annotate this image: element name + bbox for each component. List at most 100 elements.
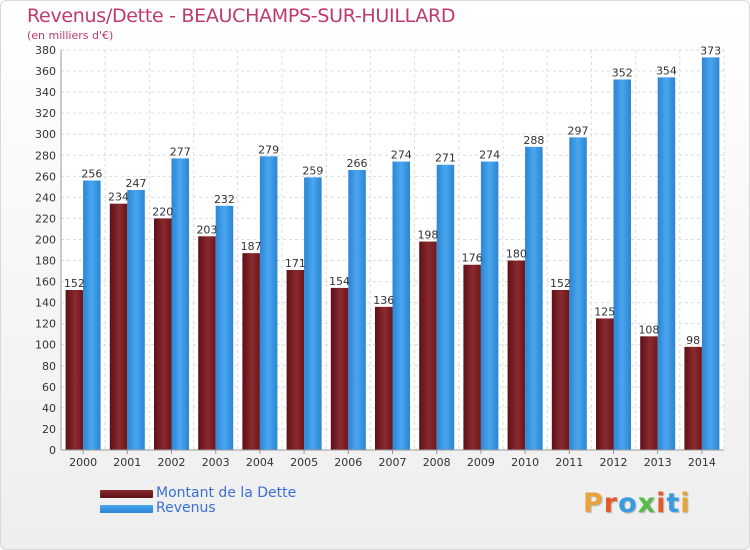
bar-dette [154,218,172,450]
x-tick-label: 2007 [379,456,407,469]
data-label-revenus: 247 [126,177,147,190]
data-label-dette: 171 [285,257,306,270]
data-label-dette: 108 [638,323,659,336]
y-tick-label: 140 [35,297,56,310]
logo-letter: o [618,488,638,519]
y-tick-label: 320 [35,107,56,120]
data-label-revenus: 279 [258,143,279,156]
data-label-revenus: 352 [612,66,633,79]
data-label-dette: 154 [329,275,350,288]
logo-letter: t [666,488,681,519]
y-tick-label: 0 [49,444,56,457]
legend-label-revenus: Revenus [156,500,216,516]
proxiti-logo: Proxiti [583,488,691,519]
data-label-revenus: 288 [523,134,544,147]
bar-revenus [304,177,322,451]
bar-revenus [348,170,366,450]
bar-revenus [657,77,676,451]
x-tick-label: 2000 [69,456,97,469]
data-label-dette: 187 [241,240,262,253]
bar-dette [286,270,305,450]
data-label-dette: 234 [108,191,129,204]
x-tick-label: 2003 [202,456,230,469]
x-tick-label: 2001 [113,456,141,469]
bar-revenus [701,57,720,451]
axis-layer: 0 20 40 60 80 100 120 140 160 180 200 220 240 260 280 3… [35,44,724,469]
bar-revenus [392,161,410,450]
bar-dette [242,253,260,450]
logo-letter: x [637,488,657,519]
y-tick-label: 360 [35,65,56,78]
bar-revenus [613,79,631,450]
bar-revenus [215,205,234,450]
data-label-dette: 220 [152,205,173,218]
y-tick-label: 240 [35,191,56,204]
bar-dette [507,260,526,450]
logo-letter: i [656,488,667,519]
y-tick-label: 300 [35,128,56,141]
x-tick-label: 2014 [688,456,716,469]
data-label-revenus: 274 [479,149,500,162]
x-tick-label: 2010 [511,456,539,469]
bar-dette [419,241,437,450]
bar-revenus [480,161,499,450]
data-label-revenus: 259 [302,164,323,177]
data-label-revenus: 373 [700,44,721,57]
data-label-dette: 152 [550,277,571,290]
y-tick-label: 220 [35,212,56,225]
data-label-revenus: 354 [656,64,677,77]
logo-letter: i [680,488,691,519]
legend-swatch-revenus [100,505,153,513]
x-tick-label: 2006 [334,456,362,469]
x-tick-label: 2009 [467,456,495,469]
x-tick-label: 2005 [290,456,318,469]
data-label-dette: 152 [64,277,85,290]
data-label-dette: 125 [594,305,615,318]
bar-dette [330,287,349,450]
x-tick-label: 2004 [246,456,274,469]
y-tick-label: 100 [35,339,56,352]
y-tick-label: 80 [42,360,56,373]
y-tick-label: 200 [35,233,56,246]
bar-revenus [525,146,543,450]
data-label-dette: 198 [417,229,438,242]
data-label-revenus: 271 [435,152,456,165]
bar-dette [109,203,128,450]
y-tick-label: 180 [35,255,56,268]
data-label-revenus: 297 [568,124,589,137]
data-label-dette: 203 [196,223,217,236]
x-tick-label: 2011 [555,456,583,469]
bar-revenus [436,164,455,450]
x-tick-label: 2002 [158,456,186,469]
x-tick-label: 2008 [423,456,451,469]
data-label-revenus: 274 [391,149,412,162]
data-label-revenus: 232 [214,193,235,206]
y-tick-label: 260 [35,170,56,183]
bar-revenus [171,158,189,450]
chart-title: Revenus/Dette - BEAUCHAMPS-SUR-HUILLARD [27,5,456,27]
y-tick-label: 60 [42,381,56,394]
logo-letter: r [603,488,619,519]
bar-revenus [259,156,278,450]
x-tick-label: 2012 [600,456,628,469]
bar-dette [596,318,614,450]
data-label-dette: 98 [686,334,700,347]
data-label-dette: 180 [506,248,527,261]
logo-letter: P [583,488,604,519]
bars-layer [65,57,720,451]
bar-revenus [569,137,587,451]
chart-subtitle: (en milliers d'€) [27,29,114,42]
bar-dette [551,290,570,450]
legend-swatch-dette [100,490,153,498]
bar-dette [640,336,658,450]
data-label-revenus: 266 [347,157,368,170]
data-label-dette: 136 [373,294,394,307]
y-tick-label: 20 [42,423,56,436]
bar-dette [684,346,702,450]
bar-revenus [127,190,145,450]
data-label-revenus: 256 [81,168,102,181]
y-tick-label: 40 [42,402,56,415]
y-tick-label: 160 [35,276,56,289]
bar-dette [65,290,84,450]
